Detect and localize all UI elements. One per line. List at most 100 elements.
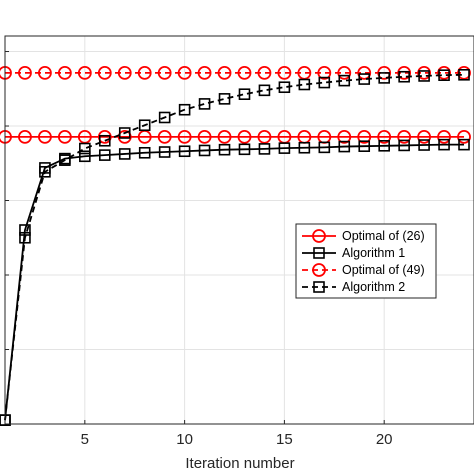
data-point — [178, 145, 191, 158]
data-point — [338, 140, 351, 153]
data-point — [377, 65, 392, 80]
data-point — [277, 65, 292, 80]
data-point — [57, 129, 72, 144]
data-point — [157, 129, 172, 144]
data-point — [39, 166, 51, 178]
data-point — [118, 127, 131, 139]
legend-item: Algorithm 1 — [302, 246, 405, 260]
data-point — [398, 139, 410, 152]
data-point — [198, 98, 211, 110]
data-point — [337, 65, 352, 80]
data-point — [258, 143, 271, 155]
legend: Optimal of (26) Algorithm 1 Optimal of (49… — [295, 223, 437, 299]
data-point — [98, 134, 111, 147]
data-point — [458, 69, 470, 81]
data-point — [398, 70, 410, 83]
data-point — [217, 129, 232, 144]
data-point — [258, 84, 271, 97]
data-point — [218, 143, 231, 156]
series-lines — [0, 65, 471, 426]
data-point — [117, 129, 132, 144]
axes — [4, 35, 474, 425]
data-point — [237, 129, 252, 144]
data-point — [378, 72, 390, 84]
legend-item: Optimal of (49) — [302, 263, 425, 277]
data-point — [59, 154, 71, 166]
legend-item: Optimal of (26) — [302, 229, 425, 243]
data-point — [397, 129, 412, 144]
data-point — [97, 129, 112, 144]
x-tick-label: 20 — [376, 431, 393, 448]
data-point — [437, 65, 451, 80]
data-point — [18, 129, 32, 144]
data-point — [358, 73, 371, 85]
data-point — [177, 65, 192, 80]
data-point — [257, 65, 272, 80]
data-point — [458, 138, 470, 151]
tick-labels: 5 10 15 20 — [81, 431, 393, 448]
data-point — [38, 65, 52, 80]
data-point — [278, 142, 291, 154]
data-point — [138, 119, 151, 132]
legend-marker — [312, 263, 326, 277]
data-point — [218, 93, 231, 105]
data-point — [417, 65, 432, 80]
legend-marker — [312, 229, 326, 243]
x-tick-label: 5 — [81, 431, 89, 448]
data-point — [318, 76, 331, 89]
data-point — [118, 148, 131, 160]
data-point — [158, 111, 171, 124]
data-point — [417, 129, 432, 144]
data-point — [437, 129, 451, 144]
data-point — [38, 129, 52, 144]
data-point — [257, 129, 272, 144]
legend-marker — [313, 281, 325, 293]
data-point — [19, 224, 31, 236]
data-point — [418, 70, 430, 82]
data-point — [158, 146, 171, 158]
data-point — [237, 65, 252, 80]
data-point — [438, 69, 450, 81]
data-point — [298, 141, 311, 154]
x-axis-label: Iteration number — [185, 455, 294, 472]
data-point — [137, 65, 152, 80]
data-point — [337, 129, 352, 144]
x-tick-label: 15 — [276, 431, 293, 448]
data-point — [357, 65, 372, 80]
data-point — [177, 129, 192, 144]
data-point — [178, 103, 191, 116]
data-point — [77, 65, 92, 80]
data-point — [377, 129, 392, 144]
data-point — [357, 129, 372, 144]
data-point — [198, 144, 211, 157]
legend-label: Optimal of (49) — [342, 263, 425, 277]
data-point — [298, 78, 311, 91]
series-1 — [0, 129, 471, 144]
data-point — [358, 140, 371, 152]
data-point — [98, 149, 111, 161]
data-point — [278, 81, 291, 94]
data-point — [338, 74, 351, 87]
data-point — [318, 141, 331, 154]
data-point — [79, 142, 91, 155]
legend-item: Algorithm 2 — [302, 280, 405, 294]
data-point — [19, 231, 31, 244]
legend-label: Algorithm 1 — [342, 246, 405, 260]
data-point — [217, 65, 232, 80]
data-point — [418, 139, 430, 151]
data-point — [457, 129, 471, 144]
data-point — [378, 140, 390, 152]
legend-label: Algorithm 2 — [342, 280, 405, 294]
data-point — [157, 65, 172, 80]
data-point — [457, 65, 471, 80]
data-point — [138, 146, 151, 159]
legend-marker — [313, 247, 325, 259]
plot-frame — [4, 35, 474, 425]
data-point — [238, 88, 251, 100]
data-point — [317, 65, 332, 80]
data-point — [197, 129, 212, 144]
data-point — [197, 65, 212, 80]
data-point — [438, 138, 450, 151]
